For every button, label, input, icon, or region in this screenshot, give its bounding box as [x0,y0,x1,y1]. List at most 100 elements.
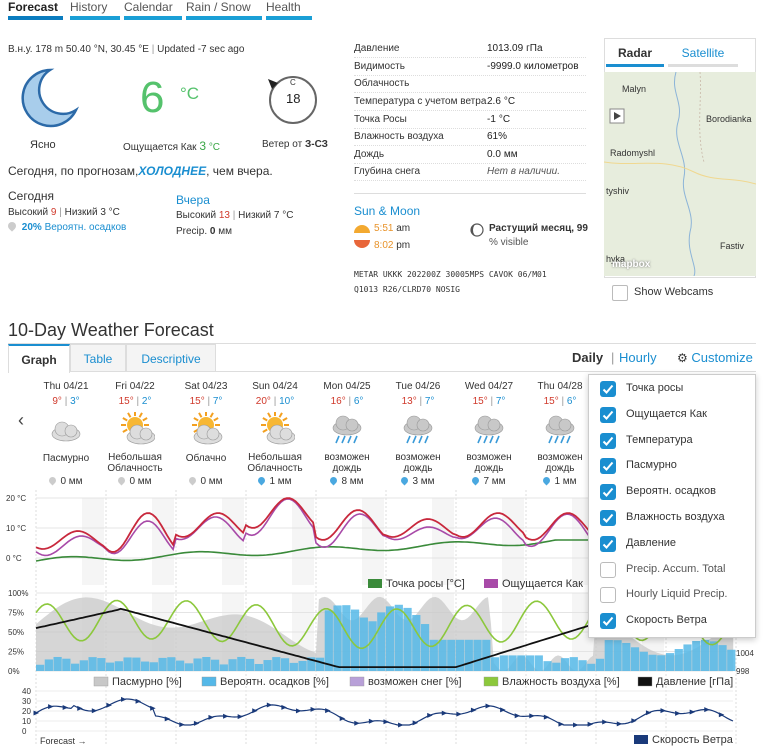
checkbox-unchecked-icon[interactable] [600,587,616,604]
customize-option[interactable]: Вероятн. осадков [600,483,750,503]
checkbox-checked-icon[interactable] [600,432,616,449]
tab-table[interactable]: Table [70,344,126,372]
precip-bar [167,657,176,671]
wind-arrow-icon [266,702,273,708]
wind-arrow-icon [223,713,229,719]
day-column[interactable]: 9° | 3° Пасмурно 0 мм [32,396,100,491]
day-high: 15° [189,396,205,407]
wind-arrow-icon [543,714,550,720]
axis-label: 998 [736,667,750,676]
day-column[interactable]: 13° | 7° возможен дождь 3 мм [384,396,452,491]
day-precip: 8 мм [313,475,381,487]
moon-visible: % visible [489,237,529,248]
day-column[interactable]: 15° | 6° возможен дождь 1 мм [526,396,594,491]
raindrop-icon [471,475,481,486]
nav-tab-rain-snow[interactable]: Rain / Snow [186,0,262,20]
precip-bar [552,662,561,671]
tab-graph[interactable]: Graph [8,344,70,373]
checkbox-checked-icon[interactable] [600,613,616,630]
customize-option[interactable]: Точка росы [600,380,750,400]
day-date: Wed 04/27 [464,381,514,392]
precip-bar [420,624,430,671]
checkbox-unchecked-icon[interactable] [600,561,616,578]
raindrop-icon [542,475,552,486]
precip-bar [587,663,596,671]
raindrop-icon [400,475,410,486]
checkbox-checked-icon[interactable] [600,484,616,501]
day-column[interactable]: 15° | 2° Небольшая Облачность 0 мм [101,396,169,491]
map-label-hyka: hyka [606,254,626,264]
day-column[interactable]: 15° | 7° Облачно 0 мм [172,396,240,491]
precip-bar [315,657,325,671]
wind-arrow-icon [237,714,244,720]
day-high: 15° [543,396,559,407]
chevron-left-icon[interactable]: ‹ [18,410,24,430]
condition-label: Температура с учетом ветра [354,96,487,107]
nav-tab-calendar[interactable]: Calendar [124,0,182,20]
map-label-fastiv: Fastiv [720,241,745,251]
checkbox-checked-icon[interactable] [600,381,616,397]
precip-bar [254,663,263,671]
nav-tab-forecast[interactable]: Forecast [8,0,63,20]
raindrop-icon [329,475,339,486]
precip-bar [140,661,150,671]
customize-option[interactable]: Ощущается Как [600,406,750,426]
checkbox-checked-icon[interactable] [600,406,616,423]
map-tab-satellite[interactable]: Satellite [668,39,738,67]
customize-button[interactable]: ⚙ Customize [677,350,753,365]
wind-arrow-icon [573,722,579,728]
condition-label: Глубина снега [354,166,421,177]
condition-label: Влажность воздуха [354,131,444,142]
axis-label: 100% [8,589,28,598]
day-column[interactable]: 15° | 7° возможен дождь 7 мм [455,396,523,491]
precip-bar [324,610,333,671]
map-tab-radar[interactable]: Radar [606,39,664,67]
day-low: 6° [566,396,577,407]
day-column[interactable]: 20° | 10° Небольшая Облачность 1 мм [241,396,309,491]
daily-toggle[interactable]: Daily [572,350,604,365]
precip-bar [359,617,368,671]
nav-tab-history[interactable]: History [70,0,120,20]
day-column[interactable]: 16° | 6° возможен дождь 8 мм [313,396,381,491]
day-high: 15° [118,396,134,407]
checkbox-checked-icon[interactable] [600,535,616,552]
wind-arrow-icon [179,722,185,728]
day-low: 10° [279,396,295,407]
wind-arrow-icon [354,720,360,726]
legend-cloud: Пасмурно [%] [112,676,182,688]
customize-option[interactable]: Hourly Liquid Precip. [600,586,750,606]
precip-bar [525,655,535,671]
today-title: Сегодня [8,189,54,203]
yesterday-precip: Precip. 0 мм [176,226,232,237]
customize-option[interactable]: Давление [600,535,750,555]
precip-bar [237,656,246,671]
condition-value: 61% [487,131,508,142]
tab-descriptive[interactable]: Descriptive [126,344,216,372]
customize-option[interactable]: Пасмурно [600,457,750,477]
customize-option[interactable]: Скорость Ветра [600,612,750,632]
customize-option[interactable]: Температура [600,432,750,452]
customize-option[interactable]: Влажность воздуха [600,509,750,529]
precip-bar [245,658,255,671]
wind-arrow-icon [412,720,419,726]
checkbox-checked-icon[interactable] [600,510,616,526]
radar-map[interactable] [604,72,756,276]
forecast-summary: Сегодня, по прогнозам,ХОЛОДНЕЕ, чем вчер… [8,164,273,178]
precip-bar [114,661,123,671]
day-low: 2° [141,396,152,407]
webcams-checkbox[interactable] [612,285,628,301]
raindrop-icon [188,475,198,486]
sunrise-time: 5:51 am [374,223,411,234]
checkbox-checked-icon[interactable] [600,458,616,475]
feels-like: Ощущается Как 3 °C [123,139,221,153]
precip-bar [377,612,386,671]
wind-speed: 18 [286,91,301,106]
customize-option[interactable]: Precip. Accum. Total [600,561,750,581]
today-high-low: Высокий 9 | Низкий 3 °C [8,207,120,218]
nav-tab-health[interactable]: Health [266,0,312,20]
precip-bar [727,649,736,671]
condition-label: Облачность [354,78,410,89]
wind-arrow-icon [368,718,375,724]
wind-arrow-icon [135,698,142,704]
hourly-toggle[interactable]: Hourly [619,350,657,365]
